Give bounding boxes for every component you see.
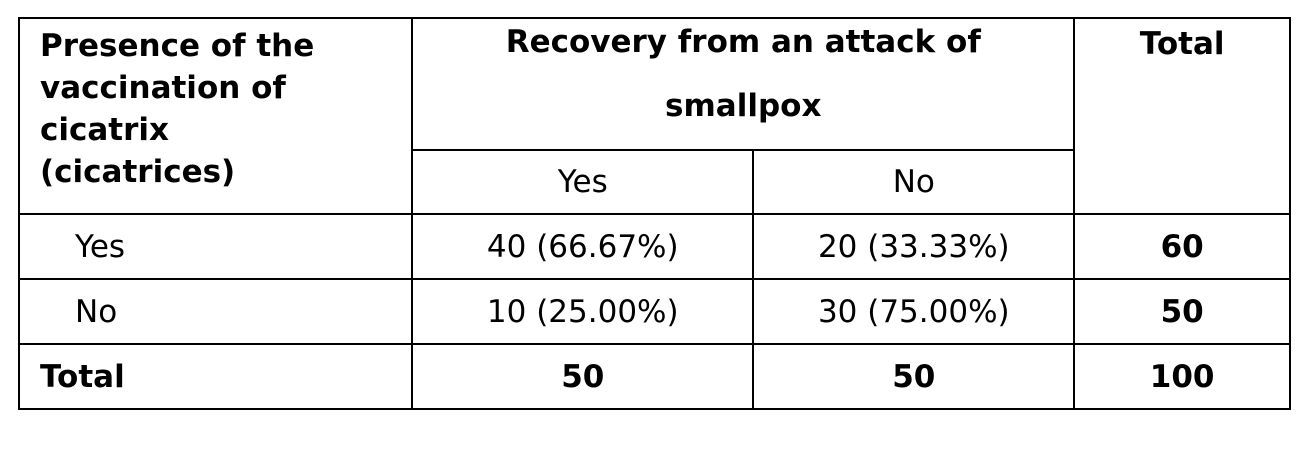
group-header-line1: Recovery from an attack of [505, 24, 981, 60]
totals-yes: 50 [411, 343, 755, 410]
totals-no: 50 [752, 343, 1076, 410]
group-header-line2: smallpox [665, 88, 822, 124]
group-header: Recovery from an attack of smallpox [411, 17, 1076, 151]
cell-yes: 10 (25.00%) [411, 278, 755, 345]
row-label: No [17, 278, 414, 345]
cell-total: 50 [1073, 278, 1291, 345]
subheader-yes: Yes [411, 149, 755, 215]
totals-row: Total 50 50 100 [17, 343, 1291, 410]
totals-grand: 100 [1073, 343, 1291, 410]
cell-no: 30 (75.00%) [752, 278, 1076, 345]
cell-no: 20 (33.33%) [752, 213, 1076, 280]
total-header: Total [1073, 17, 1291, 215]
row-label: Yes [17, 213, 414, 280]
cell-yes: 40 (66.67%) [411, 213, 755, 280]
cell-total: 60 [1073, 213, 1291, 280]
table-row: Yes 40 (66.67%) 20 (33.33%) 60 [17, 213, 1291, 280]
contingency-table: Presence of the vaccination of cicatrix … [17, 17, 1291, 410]
totals-label: Total [17, 343, 414, 410]
corner-header: Presence of the vaccination of cicatrix … [17, 17, 414, 215]
subheader-no: No [752, 149, 1076, 215]
corner-header-text: Presence of the vaccination of cicatrix … [40, 28, 315, 190]
table-row: No 10 (25.00%) 30 (75.00%) 50 [17, 278, 1291, 345]
